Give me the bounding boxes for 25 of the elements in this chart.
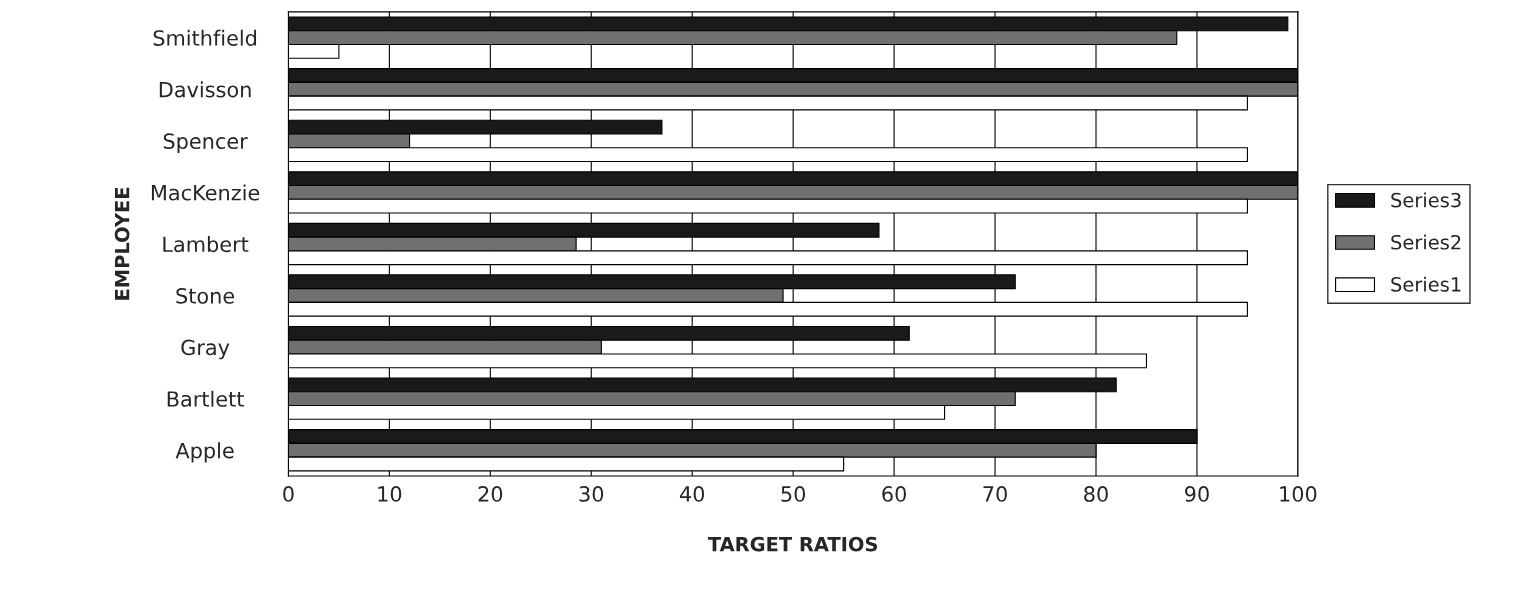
y-tick-label: Apple [175,442,234,463]
x-tick-label: 100 [1280,486,1317,502]
legend-label: Series3 [1391,192,1461,208]
legend-label: Series2 [1391,234,1461,250]
x-tick-label: 90 [1185,486,1209,502]
x-axis-title: TARGET RATIOS [707,536,878,552]
x-tick-label: 40 [679,486,705,502]
y-tick-label: Gray [181,339,230,360]
y-tick-label: Smithfield [153,29,257,46]
legend-label: Series1 [1391,276,1461,292]
x-tick-label: 50 [781,486,806,502]
x-tick-label: 0 [283,486,294,502]
y-tick-label: Bartlett [167,390,244,407]
x-tick-label: 60 [882,486,906,502]
x-tick-label: 30 [579,486,604,502]
x-tick-label: 80 [1084,486,1108,502]
x-tick-label: 70 [983,486,1007,502]
y-tick-label: Spencer [163,133,248,154]
y-tick-label: MacKenzie [151,184,260,201]
y-tick-label: Lambert [163,236,249,253]
x-tick-label: 10 [378,486,402,502]
y-axis-title: EMPLOYEE [114,187,130,300]
x-tick-label: 20 [478,486,503,502]
y-tick-label: Davisson [159,81,251,98]
y-tick-label: Stone [176,287,235,304]
